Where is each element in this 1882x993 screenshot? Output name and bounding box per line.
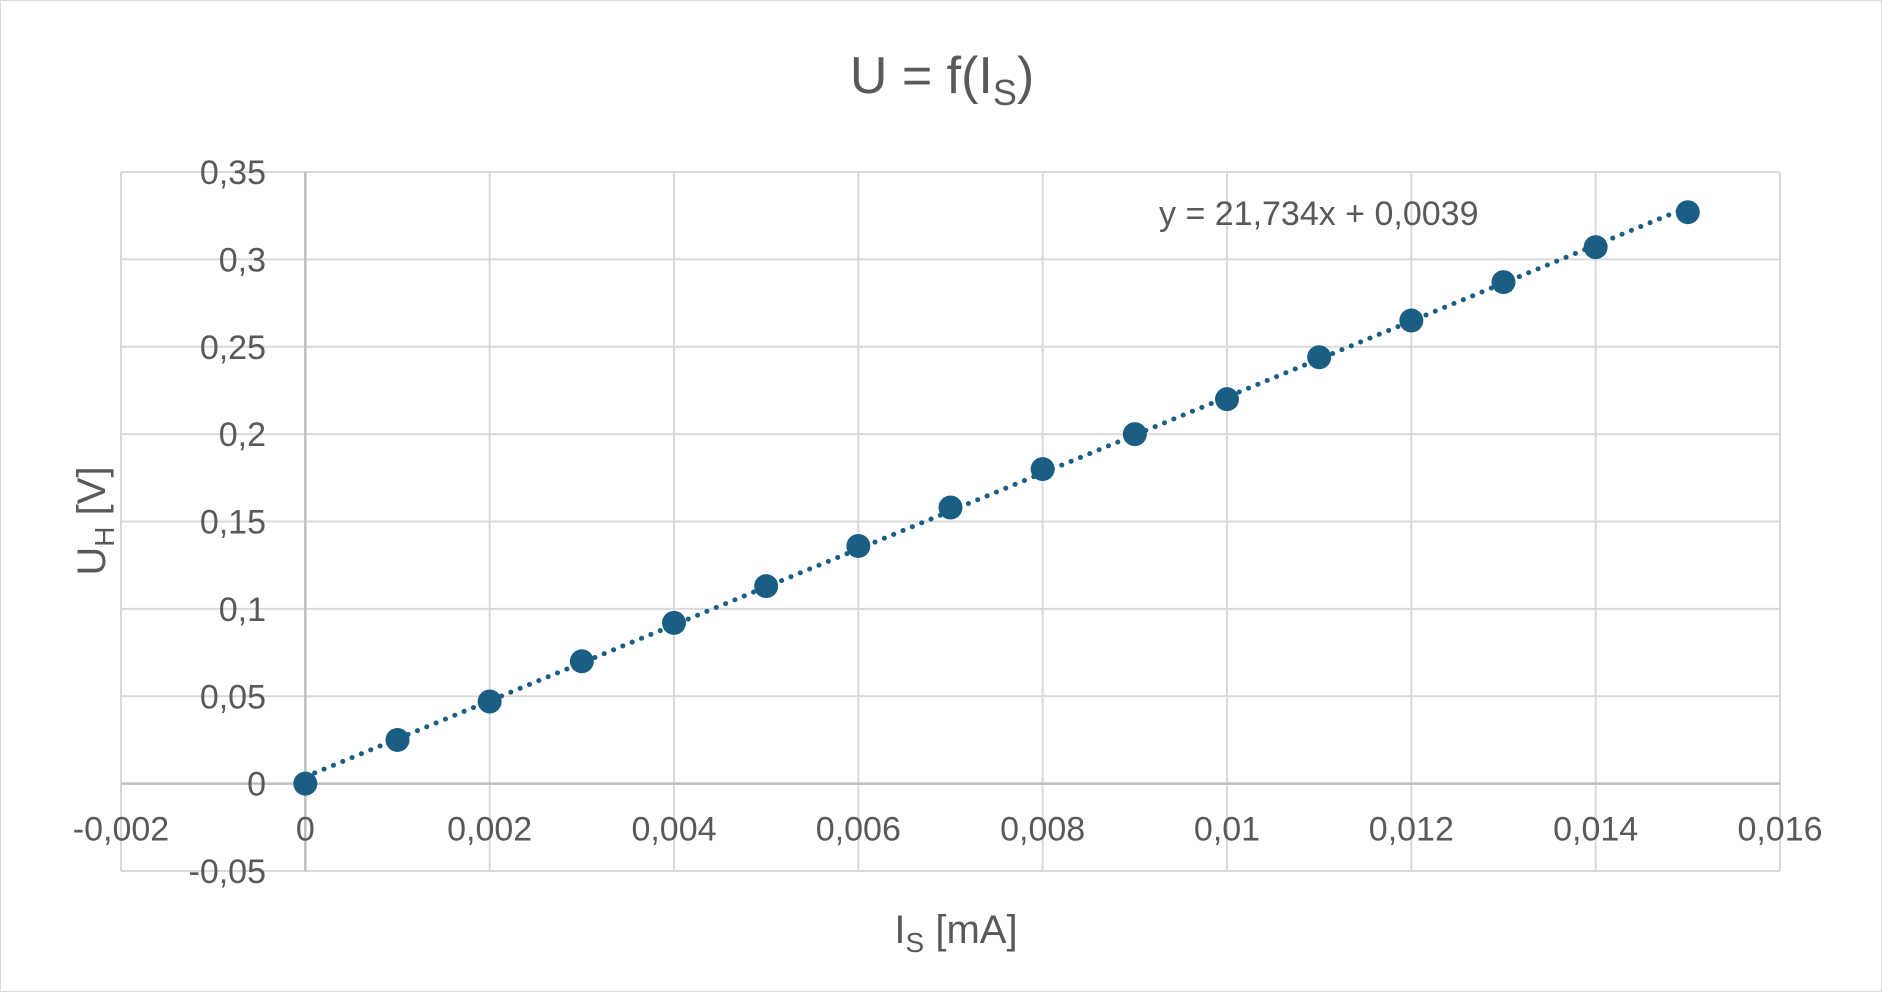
data-point — [1030, 457, 1055, 482]
data-point — [1215, 387, 1239, 412]
data-points-layer — [293, 200, 1700, 796]
axis-layer — [121, 172, 1780, 871]
data-point — [569, 649, 594, 674]
trendline-layer — [302, 204, 1691, 780]
chart-title-end: ) — [1017, 47, 1034, 105]
data-point — [385, 727, 410, 752]
chart-title-main: U = f(I — [850, 47, 993, 105]
y-axis-title: UH [V] — [70, 466, 120, 575]
y-tick-label: 0,35 — [200, 154, 266, 192]
data-point — [1675, 200, 1700, 225]
data-point — [1399, 308, 1424, 333]
data-point — [1307, 345, 1332, 370]
y-tick-label: 0,1 — [219, 591, 266, 629]
x-tick-label: 0 — [296, 811, 315, 849]
x-tick-label: -0,002 — [73, 811, 169, 849]
x-tick-label: 0,002 — [447, 811, 532, 849]
data-point — [754, 574, 779, 599]
y-tick-label: 0,3 — [219, 241, 266, 279]
data-point — [293, 771, 318, 796]
x-tick-label: 0,01 — [1194, 811, 1260, 849]
y-tick-label: 0,15 — [200, 504, 266, 542]
x-axis-title-end: [mA] — [924, 908, 1017, 952]
x-axis-title: IS [mA] — [894, 908, 1017, 958]
tick-labels-layer: -0,05 0 0,05 0,1 0,15 0,2 0,25 0,3 0,35 -0,002 0 0,… — [73, 154, 1823, 891]
y-tick-label: 0,2 — [219, 416, 266, 454]
y-tick-label: 0,25 — [200, 329, 266, 367]
x-tick-label: 0,008 — [1000, 811, 1085, 849]
x-axis-title-subscript: S — [906, 927, 925, 958]
data-point — [938, 495, 963, 520]
x-tick-label: 0,004 — [631, 811, 716, 849]
y-tick-label: 0 — [247, 766, 266, 804]
y-axis-title-subscript: H — [89, 526, 120, 546]
data-point — [477, 689, 502, 714]
data-point — [662, 610, 686, 635]
data-point — [1491, 270, 1516, 295]
grid-layer — [120, 171, 1781, 872]
y-axis-title-main: U — [70, 547, 114, 576]
y-axis-title-end: [V] — [70, 466, 114, 526]
y-tick-label: -0,05 — [189, 853, 267, 891]
trendline — [302, 204, 1691, 780]
data-point — [846, 533, 871, 558]
data-point — [1122, 422, 1147, 447]
x-tick-label: 0,012 — [1369, 811, 1454, 849]
chart-title: U = f(IS) — [850, 47, 1034, 113]
data-point — [1583, 235, 1608, 260]
trendline-equation: y = 21,734x + 0,0039 — [1159, 195, 1478, 233]
x-tick-label: 0,014 — [1553, 811, 1638, 849]
x-tick-label: 0,016 — [1737, 811, 1822, 849]
chart-title-subscript: S — [993, 72, 1017, 113]
y-tick-label: 0,05 — [200, 678, 266, 716]
x-tick-label: 0,006 — [816, 811, 901, 849]
x-axis-title-main: I — [894, 908, 905, 952]
